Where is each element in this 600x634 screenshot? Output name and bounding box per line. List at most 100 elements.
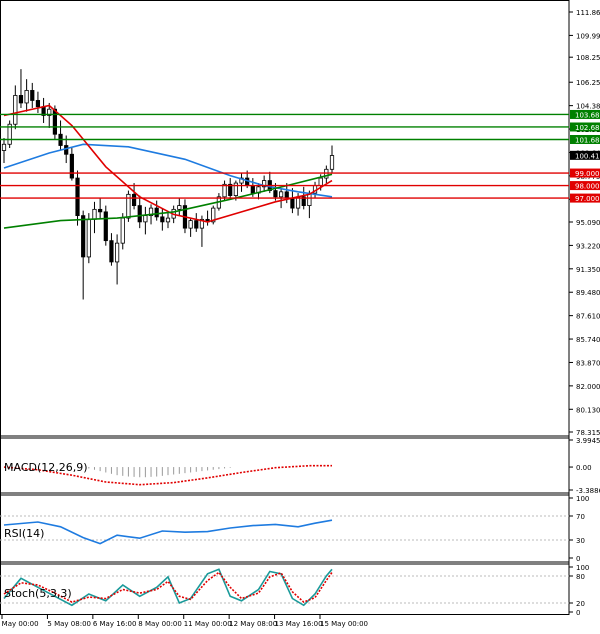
candle-body: [222, 183, 227, 198]
candle-body: [239, 177, 244, 184]
macd-tick-label: 0.00: [576, 464, 592, 472]
candle-body: [273, 190, 278, 198]
candle-body: [165, 217, 171, 223]
stoch-tick-label: 80: [576, 573, 585, 581]
moving-average-line: [3, 143, 333, 198]
price-tick-label: 111.865: [576, 9, 600, 17]
current-price-tag: [570, 150, 600, 160]
price-tick-label: 91.350: [576, 266, 600, 274]
candle-body: [24, 90, 29, 104]
price-tick-label: 82.000: [576, 383, 600, 391]
candle-body: [52, 108, 57, 135]
candle-body: [290, 197, 295, 209]
candle-body: [47, 108, 52, 116]
time-tick-label: 4 May 00:00: [0, 620, 39, 628]
price-tick-label: 106.255: [576, 79, 600, 87]
stoch-tick-label: 0: [576, 609, 580, 617]
price-tick-label: 95.090: [576, 219, 600, 227]
time-tick-label: 12 May 08:00: [229, 620, 277, 628]
candle-body: [75, 177, 80, 217]
price-tick-label: 78.315: [576, 429, 600, 437]
current-price-label: 100.415: [575, 152, 600, 160]
time-tick-label: 15 May 00:00: [320, 620, 368, 628]
candle-body: [250, 185, 255, 194]
candle-body: [103, 211, 108, 242]
candle-body: [7, 123, 12, 145]
candle-body: [18, 95, 24, 104]
level-tag-label: 99.000: [575, 170, 600, 178]
candle-body: [86, 218, 91, 258]
candle-body: [92, 208, 97, 220]
level-tag: [570, 193, 600, 203]
level-tag-label: 98.000: [575, 183, 600, 191]
macd-label: MACD(12,26,9): [4, 461, 88, 474]
price-tick-label: 89.480: [576, 289, 600, 297]
candle-body: [245, 177, 250, 186]
level-tag: [570, 168, 600, 178]
candle-body: [318, 177, 323, 186]
rsi-tick-label: 30: [576, 537, 585, 545]
stoch-d-line: [3, 571, 333, 604]
level-tag-label: 101.680: [575, 137, 600, 145]
price-tick-label: 85.740: [576, 336, 600, 344]
candle-body: [131, 193, 137, 207]
candle-body: [199, 218, 205, 229]
candle-body: [64, 145, 69, 155]
candle-body: [109, 240, 114, 263]
stoch-k-line: [3, 568, 333, 607]
candle-body: [137, 205, 142, 223]
candle-body: [329, 155, 335, 170]
candle-body: [1, 143, 7, 151]
rsi-line: [3, 519, 333, 545]
chart-frame: [0, 0, 570, 615]
candle-body: [154, 207, 159, 218]
time-tick-label: 11 May 00:00: [184, 620, 232, 628]
candle-body: [188, 220, 193, 229]
price-tick-label: 87.610: [576, 313, 600, 321]
level-tag: [570, 109, 600, 119]
candle-body: [211, 207, 216, 223]
time-tick-label: 5 May 08:00: [47, 620, 91, 628]
candle-body: [13, 95, 18, 125]
candle-body: [126, 193, 131, 219]
moving-average-line: [3, 104, 333, 223]
level-tag-label: 103.680: [575, 111, 600, 119]
candle-body: [194, 220, 199, 229]
candle-body: [262, 180, 267, 188]
time-tick-label: 8 May 00:00: [138, 620, 182, 628]
price-tick-label: 80.130: [576, 406, 600, 414]
level-tag: [570, 181, 600, 191]
candle-body: [143, 215, 148, 223]
level-tag-label: 97.000: [575, 195, 600, 203]
price-tick-label: 93.220: [576, 242, 600, 250]
rsi-tick-label: 0: [576, 555, 580, 563]
price-tick-label: 108.255: [576, 54, 600, 62]
candle-body: [35, 100, 41, 108]
candle-body: [115, 242, 120, 263]
candle-body: [228, 183, 233, 196]
macd-tick-label: 3.9945: [576, 437, 600, 445]
level-tag-label: 102.680: [575, 124, 600, 132]
candle-body: [279, 191, 284, 198]
candle-body: [233, 182, 238, 196]
candle-body: [177, 205, 182, 210]
level-tag: [570, 122, 600, 132]
candle-body: [148, 207, 154, 217]
candle-body: [284, 191, 289, 199]
time-tick-label: 6 May 16:00: [93, 620, 137, 628]
candles: [1, 69, 335, 300]
rsi-label: RSI(14): [4, 527, 44, 540]
candle-body: [69, 153, 74, 179]
stoch-tick-label: 100: [576, 564, 589, 572]
rsi-tick-label: 70: [576, 513, 585, 521]
candle-body: [30, 90, 35, 101]
price-tick-label: 104.385: [576, 103, 600, 111]
price-tick-label: 109.995: [576, 32, 600, 40]
level-tag: [570, 135, 600, 145]
candle-body: [81, 215, 86, 258]
stoch-label: Stoch(5,3,3): [4, 587, 72, 600]
price-tick-label: 83.870: [576, 359, 600, 367]
rsi-tick-label: 100: [576, 495, 589, 503]
